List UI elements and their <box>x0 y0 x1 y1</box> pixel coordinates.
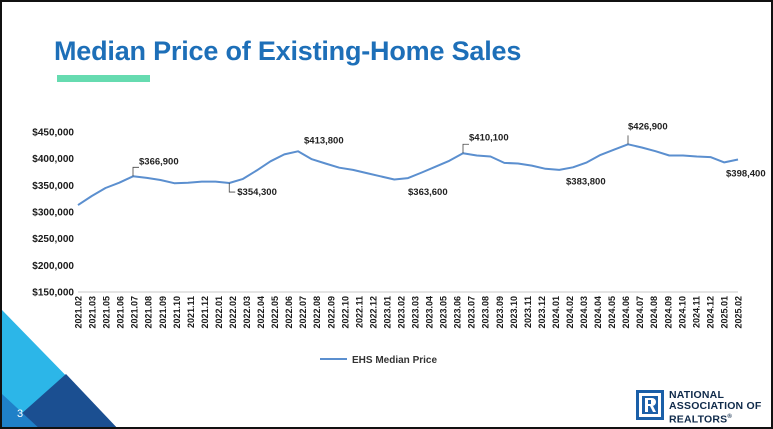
x-tick-label: 2022.02 <box>228 296 238 329</box>
x-tick-label: 2024.03 <box>579 296 589 329</box>
logo-line-1: NATIONAL <box>669 389 725 401</box>
logo-line-3-text: REALTORS <box>669 413 728 426</box>
x-tick-label: 2023.09 <box>495 296 505 329</box>
x-tick-label: 2021.05 <box>102 296 112 329</box>
nar-logo: NATIONAL ASSOCIATION OF REALTORS® <box>636 388 766 426</box>
logo-trademark: ® <box>727 414 733 420</box>
slide-number: 3 <box>17 408 24 420</box>
x-tick-label: 2023.07 <box>467 296 477 329</box>
x-tick-label: 2024.01 <box>551 296 561 329</box>
logo-line-2: ASSOCIATION OF <box>669 400 762 412</box>
x-tick-label: 2023.05 <box>439 296 449 329</box>
y-tick-label: $250,000 <box>32 234 74 245</box>
x-tick-label: 2024.05 <box>607 296 617 329</box>
x-tick-label: 2021.11 <box>186 296 196 328</box>
x-tick-label: 2024.06 <box>621 296 631 329</box>
x-tick-label: 2022.01 <box>214 296 224 329</box>
x-tick-label: 2021.03 <box>88 296 98 329</box>
x-tick-label: 2024.09 <box>663 296 673 329</box>
x-tick-label: 2023.08 <box>481 296 491 329</box>
x-tick-label: 2024.07 <box>635 296 645 329</box>
x-tick-label: 2022.07 <box>298 296 308 329</box>
x-tick-label: 2023.11 <box>523 296 533 328</box>
logo-text: NATIONAL ASSOCIATION OF REALTORS® <box>669 390 761 426</box>
x-tick-label: 2024.02 <box>565 296 575 329</box>
x-tick-label: 2022.08 <box>312 296 322 329</box>
legend-label: EHS Median Price <box>352 355 437 366</box>
x-tick-label: 2021.06 <box>116 296 126 329</box>
x-tick-label: 2023.06 <box>453 296 463 329</box>
title-accent-bar <box>57 75 150 82</box>
x-tick-label: 2023.10 <box>509 296 519 329</box>
corner-triangle-dark <box>6 374 117 427</box>
x-tick-label: 2024.08 <box>649 296 659 329</box>
x-tick-label: 2022.12 <box>368 296 378 329</box>
x-tick-label: 2024.04 <box>593 296 603 329</box>
data-label: $383,800 <box>566 176 606 187</box>
y-axis: $150,000 $200,000 $250,000 $300,000 $350,000… <box>32 128 74 299</box>
page-title: Median Price of Existing-Home Sales <box>54 36 522 66</box>
x-tick-label: 2023.03 <box>411 296 421 329</box>
legend: EHS Median Price <box>320 355 437 366</box>
x-axis: 2021.02 2021.03 2021.05 2021.06 2021.07 2021.… <box>74 291 744 329</box>
data-label: $413,800 <box>304 135 344 146</box>
x-tick-label: 2023.02 <box>396 296 406 329</box>
data-label: $363,600 <box>408 187 448 198</box>
data-label: $366,900 <box>139 156 179 167</box>
x-tick-label: 2023.12 <box>537 296 547 329</box>
x-tick-label: 2023.04 <box>425 296 435 329</box>
x-tick-label: 2022.05 <box>270 296 280 329</box>
y-tick-label: $200,000 <box>32 261 74 272</box>
x-tick-label: 2021.12 <box>200 296 210 329</box>
annotations: $366,900 $354,300 $413,800 $363,600 $410,100… <box>132 121 766 198</box>
data-label: $426,900 <box>628 121 668 132</box>
x-tick-label: 2021.10 <box>172 296 182 329</box>
x-tick-label: 2024.10 <box>677 296 687 329</box>
y-tick-label: $450,000 <box>32 128 74 139</box>
y-tick-label: $300,000 <box>32 208 74 219</box>
logo-line-3: REALTORS® <box>669 412 761 426</box>
x-tick-label: 2021.02 <box>74 296 84 329</box>
annotation-leader <box>462 143 469 154</box>
annotation-leader <box>228 183 236 193</box>
corner-decoration <box>2 310 117 427</box>
annotation-leader <box>132 166 139 177</box>
x-tick-label: 2025.01 <box>719 296 729 329</box>
x-tick-label: 2021.09 <box>158 296 168 329</box>
x-tick-label: 2021.08 <box>144 296 154 329</box>
x-tick-label: 2024.12 <box>705 296 715 329</box>
x-tick-label: 2021.07 <box>130 296 140 329</box>
y-tick-label: $150,000 <box>32 288 74 299</box>
x-tick-label: 2022.04 <box>256 296 266 329</box>
x-tick-label: 2022.09 <box>326 296 336 329</box>
x-tick-label: 2022.11 <box>354 296 364 328</box>
x-tick-label: 2024.11 <box>691 296 701 328</box>
x-tick-label: 2022.03 <box>242 296 252 329</box>
corner-triangle-mid <box>2 394 38 427</box>
data-label: $398,400 <box>726 169 766 180</box>
y-tick-label: $350,000 <box>32 181 74 192</box>
realtor-r-logo-icon <box>636 390 664 420</box>
data-label: $410,100 <box>469 132 509 143</box>
x-tick-label: 2022.10 <box>340 296 350 329</box>
x-tick-label: 2025.02 <box>734 296 744 329</box>
data-label: $354,300 <box>237 187 277 198</box>
x-tick-label: 2022.06 <box>284 296 294 329</box>
y-tick-label: $400,000 <box>32 154 74 165</box>
x-tick-label: 2023.01 <box>382 296 392 329</box>
